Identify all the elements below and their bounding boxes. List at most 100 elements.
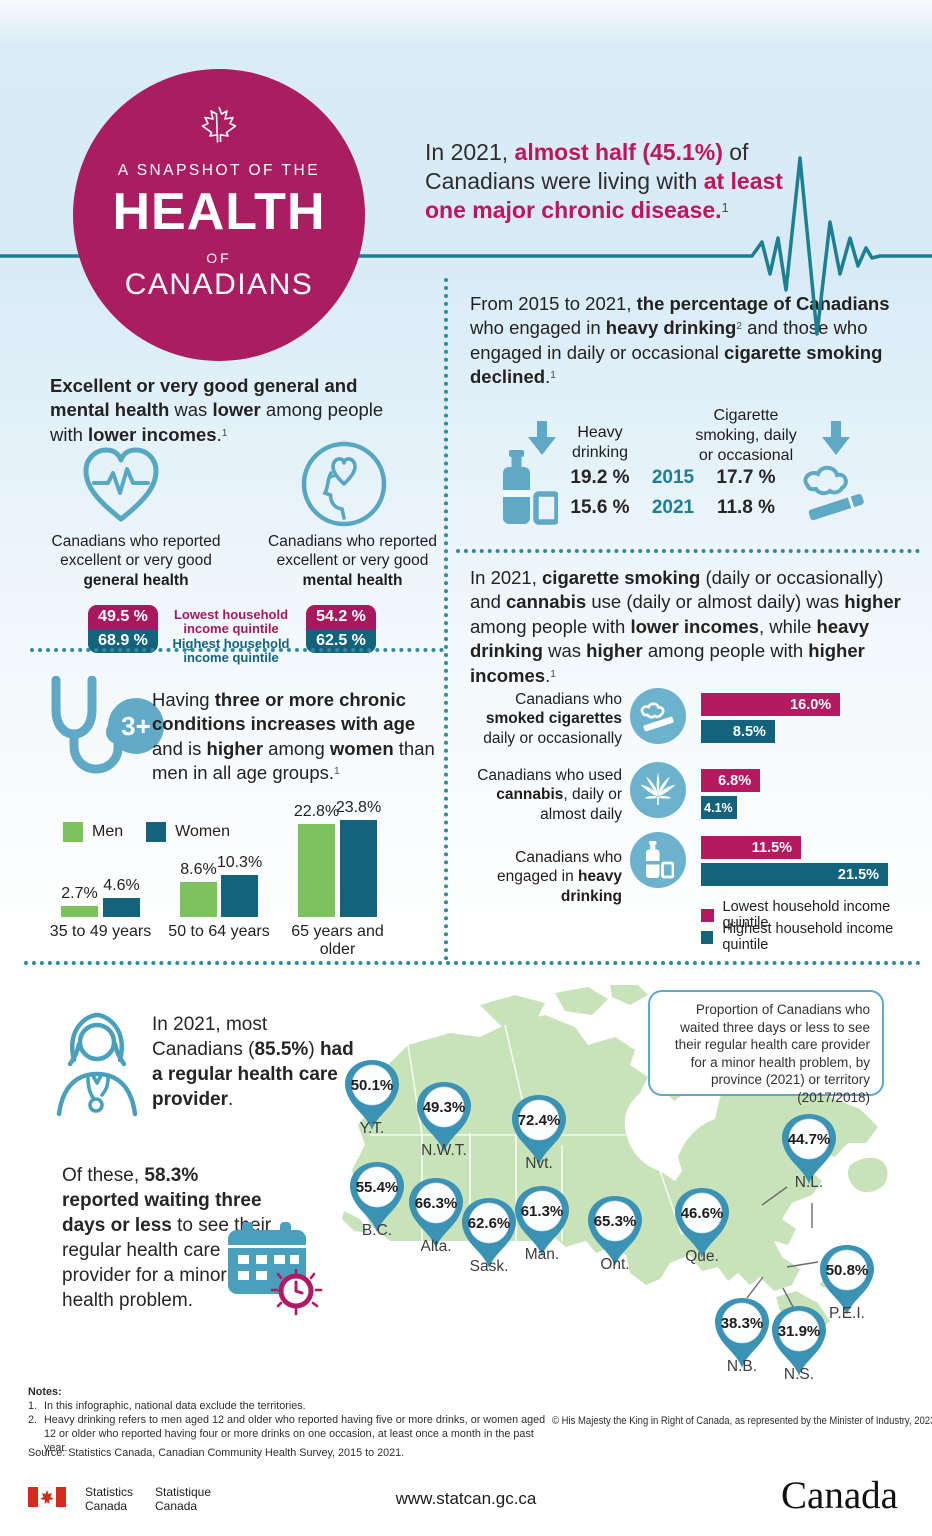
- map-pin-que: 46.6% Que.: [672, 1186, 732, 1265]
- bar: [340, 820, 377, 917]
- chronic-legend: Men Women: [63, 822, 230, 842]
- provider-text: In 2021, most Canadians (85.5%) had a re…: [152, 1014, 354, 1111]
- pin-label: N.W.T.: [421, 1142, 467, 1159]
- chronic-headline: Having three or more chronic conditions …: [152, 689, 435, 784]
- substance-legend-high: Highest household income quintile: [701, 921, 932, 953]
- note-1-text: In this infographic, national data exclu…: [44, 1400, 306, 1412]
- mental-health-caption: Canadians who reported excellent or very…: [268, 533, 437, 589]
- note-1-number: 1.: [28, 1400, 38, 1412]
- pin-icon: [820, 1245, 874, 1315]
- map-pin-sask: 62.6% Sask.: [459, 1196, 519, 1275]
- divider-dotted-right: [456, 549, 920, 553]
- map-pin-pei: 50.8% P.E.I.: [817, 1243, 877, 1322]
- maple-leaf-icon: [201, 106, 237, 143]
- pin-icon: [715, 1298, 769, 1368]
- pin-value: 31.9%: [777, 1323, 821, 1340]
- badge-of: OF: [206, 250, 232, 266]
- bar: [221, 875, 258, 917]
- down-arrow-icon: [528, 421, 556, 455]
- pin-icon: [350, 1162, 404, 1232]
- cigarette-icon: [640, 702, 674, 732]
- mental-health-icon: [301, 441, 387, 527]
- decline-headline: From 2015 to 2021, the percentage of Can…: [470, 293, 890, 388]
- men-legend-swatch: [63, 822, 83, 842]
- heavy-drinking-label: Heavy drinking: [571, 424, 629, 461]
- category-label: 50 to 64 years: [168, 923, 270, 940]
- bar-value-label: 22.8%: [293, 803, 340, 821]
- cannabis-circle-icon: [630, 762, 686, 818]
- cigarette-smoking-label: Cigarette smoking, daily or occasional: [695, 407, 797, 464]
- cigarette-bars: 16.0% 8.5%: [701, 693, 911, 747]
- cig-2021-value: 11.8 %: [716, 497, 776, 518]
- pin-label: Man.: [524, 1246, 560, 1263]
- bar: 4.1%: [701, 796, 737, 819]
- pin-value: 55.4%: [355, 1179, 399, 1196]
- wordmark-text: Canada: [781, 1474, 898, 1517]
- pin-icon: [409, 1178, 463, 1248]
- bar: [61, 906, 98, 917]
- three-plus-badge: 3+: [108, 698, 164, 754]
- bar-value-label: 8.6%: [180, 861, 217, 878]
- income-health-headline: Excellent or very good general and menta…: [50, 375, 384, 445]
- pin-value: 61.3%: [520, 1203, 564, 1220]
- map-pin-nwt: 49.3% N.W.T.: [414, 1080, 474, 1159]
- bar: 8.5%: [701, 720, 775, 743]
- notes-title: Notes:: [28, 1386, 62, 1398]
- note-2-number: 2.: [28, 1414, 38, 1426]
- cannabis-label: Canadians who used cannabis, daily or al…: [477, 767, 622, 823]
- mental-low-value: 54.2 %: [306, 605, 376, 629]
- heavy-2015-value: 19.2 %: [570, 467, 630, 488]
- bar-value-label: 10.3%: [216, 854, 263, 872]
- men-legend-label: Men: [92, 823, 124, 840]
- pin-label: Y.T.: [359, 1120, 385, 1137]
- bar: [103, 898, 140, 917]
- lowest-quintile-swatch: [701, 908, 714, 922]
- category-label: 35 to 49 years: [49, 923, 152, 940]
- cigarette-circle-icon: [630, 688, 686, 744]
- divider-dotted-full: [24, 961, 921, 965]
- heart-pulse-icon: [83, 447, 159, 522]
- canada-wordmark: Canada: [781, 1473, 932, 1518]
- substance-headline: In 2021, cigarette smoking (daily or occ…: [470, 567, 901, 686]
- year-2015: 2015: [651, 467, 695, 488]
- statcan-en: Statistics Canada: [85, 1485, 134, 1513]
- pin-value: 72.4%: [517, 1112, 561, 1129]
- canada-flag-icon: [28, 1487, 66, 1507]
- pin-value: 44.7%: [787, 1131, 831, 1148]
- smoked-cigarettes-label: Canadians who smoked cigarettes daily or…: [483, 691, 622, 747]
- pin-value: 50.1%: [350, 1077, 394, 1094]
- pin-value: 66.3%: [414, 1195, 458, 1212]
- pin-icon: [462, 1198, 516, 1268]
- map-pin-nb: 38.3% N.B.: [712, 1296, 772, 1375]
- lowest-quintile-label: Lowest household income quintile: [722, 899, 891, 931]
- chronic-conditions-chart: 2.7% 4.6% 35 to 49 years 8.6% 10.3% 50 to 64 …: [40, 790, 435, 958]
- cigarette-smoke-icon: [803, 465, 864, 521]
- pin-value: 62.6%: [467, 1215, 511, 1232]
- pin-icon: [512, 1095, 566, 1165]
- heartbeat-line: [0, 156, 932, 336]
- pin-label: N.S.: [783, 1366, 815, 1383]
- source: Source: Statistics Canada, Canadian Comm…: [28, 1447, 405, 1459]
- pin-icon: [588, 1196, 642, 1266]
- bar: [298, 824, 335, 917]
- badge-canadians: CANADIANS: [124, 268, 314, 301]
- category-label: 65 years and older: [291, 923, 384, 958]
- badge-title: HEALTH: [112, 183, 326, 241]
- note-2: 2. Heavy drinking refers to men aged 12 …: [28, 1413, 548, 1455]
- pin-icon: [345, 1060, 399, 1130]
- statcan-url[interactable]: www.statcan.gc.ca: [395, 1489, 537, 1508]
- heavy-drinking-bars: 11.5% 21.5%: [701, 836, 911, 890]
- bar-value-label: 23.8%: [335, 799, 382, 817]
- divider-dotted-vertical: [444, 278, 448, 961]
- pin-icon: [417, 1082, 471, 1152]
- mental-health-statbox: 54.2 % 62.5 %: [306, 605, 376, 653]
- pin-label: N.L.: [794, 1174, 824, 1191]
- map-pin-nl: 44.7% N.L.: [779, 1112, 839, 1191]
- pin-label: Ont.: [600, 1256, 630, 1273]
- map-pin-bc: 55.4% B.C.: [347, 1160, 407, 1239]
- hero-headline: In 2021, almost half (45.1%) of Canadian…: [425, 139, 783, 223]
- nurse-icon: [56, 1012, 138, 1117]
- map-pin-ns: 31.9% N.S.: [769, 1304, 829, 1383]
- wait-time-text: Of these, 58.3% reported waiting three d…: [62, 1165, 272, 1312]
- cig-2015-value: 17.7 %: [716, 467, 776, 488]
